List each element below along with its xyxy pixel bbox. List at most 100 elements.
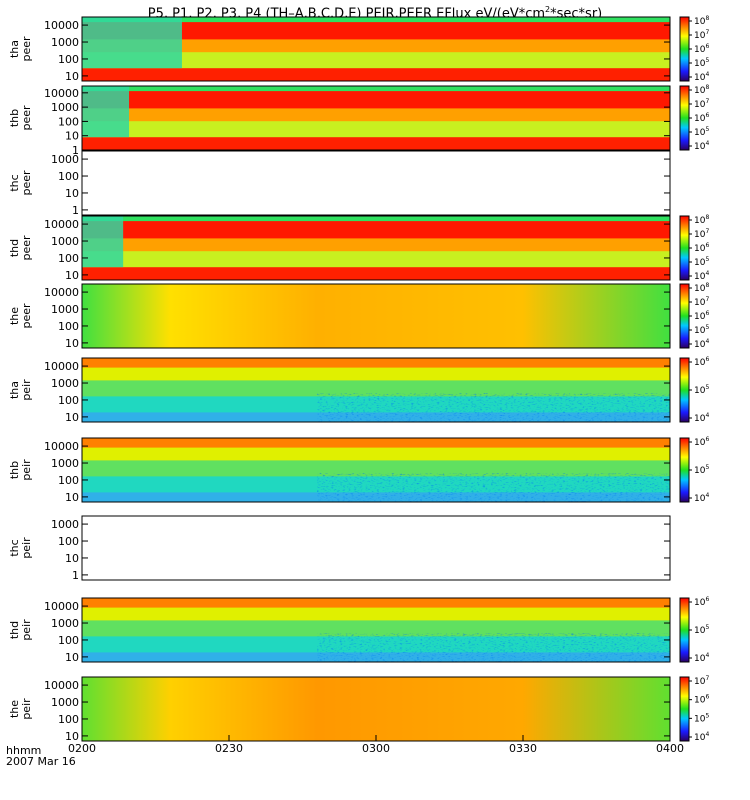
y-axis-label: the	[8, 700, 21, 718]
y-axis-label: thc	[8, 539, 21, 556]
spectrogram-band	[82, 438, 670, 449]
spectrogram-band	[82, 238, 670, 252]
y-tick-label: 10	[65, 552, 79, 565]
colorbar-tick-label: 107	[694, 296, 709, 308]
panel-the-peir: 10 100 1000 10000 the peir 107 106 105 104	[8, 675, 709, 743]
y-tick-label: 10	[65, 491, 79, 504]
colorbar	[679, 215, 690, 281]
colorbar-tick-label: 104	[694, 270, 709, 282]
spectrogram-band	[82, 267, 670, 281]
colorbar-tick-label: 105	[694, 256, 709, 268]
colorbar-tick-label: 107	[694, 98, 709, 110]
colorbar-tick-label: 104	[694, 652, 709, 664]
colorbar-tick-label: 104	[694, 731, 709, 743]
panel-frame	[81, 515, 671, 581]
colorbar-tick-label: 105	[694, 712, 709, 724]
y-tick-label: 10	[65, 130, 79, 143]
panel-frame	[81, 85, 671, 151]
x-tick-label: 0330	[509, 742, 537, 755]
colorbar-tick-label: 104	[694, 71, 709, 83]
colorbar	[679, 597, 690, 663]
y-tick-label: 1000	[51, 457, 79, 470]
y-tick-label: 10	[65, 70, 79, 83]
panel-frame	[81, 437, 671, 503]
y-tick-label: 1000	[51, 303, 79, 316]
x-tick-label: 0200	[68, 742, 96, 755]
y-axis-label: peer	[20, 170, 33, 196]
spectrogram-band	[82, 91, 670, 109]
colorbar-tick-label: 105	[694, 624, 709, 636]
y-tick-label: 1	[72, 569, 79, 582]
time-axis-label: hhmm	[6, 744, 42, 757]
y-tick-label: 100	[58, 713, 79, 726]
y-axis-label: thb	[8, 109, 21, 127]
panel-frame	[81, 16, 671, 82]
colorbar-tick-label: 106	[694, 436, 709, 448]
y-tick-label: 10000	[44, 600, 79, 613]
spectrogram-band	[82, 598, 670, 609]
colorbar-tick-label: 105	[694, 324, 709, 336]
colorbar-tick-label: 106	[694, 43, 709, 55]
y-axis-label: tha	[8, 381, 21, 399]
y-axis-label: the	[8, 307, 21, 325]
y-tick-label: 10	[65, 651, 79, 664]
colorbar-tick-label: 108	[694, 214, 709, 226]
y-axis-label: peer	[20, 303, 33, 329]
y-tick-label: 1000	[51, 153, 79, 166]
y-tick-label: 10000	[44, 286, 79, 299]
panel-tha-peir: 10 100 1000 10000 tha peir 106 105 104	[8, 356, 709, 424]
y-axis-label: thb	[8, 461, 21, 479]
colorbar-tick-label: 106	[694, 694, 709, 706]
spectrogram-fill	[82, 677, 670, 741]
colorbar-tick-label: 104	[694, 412, 709, 424]
spectrogram-band	[82, 380, 670, 397]
y-tick-label: 100	[58, 394, 79, 407]
spectrogram-band	[82, 121, 670, 138]
y-axis-label: thd	[8, 621, 21, 639]
spectrogram-band	[82, 86, 670, 92]
y-axis-label: peer	[20, 36, 33, 62]
y-tick-label: 1000	[51, 377, 79, 390]
y-tick-label: 10	[65, 337, 79, 350]
noise-region	[317, 393, 670, 422]
spectrogram-band	[82, 620, 670, 637]
y-tick-label: 10	[65, 269, 79, 282]
panel-thc-peer: 1 10 100 1000 thc peer	[8, 150, 671, 217]
x-tick-label: 0230	[215, 742, 243, 755]
y-tick-label: 1000	[51, 36, 79, 49]
colorbar-tick-label: 106	[694, 242, 709, 254]
colorbar-tick-label: 107	[694, 675, 709, 687]
panel-frame	[81, 283, 671, 349]
colorbar	[679, 283, 690, 349]
pre-onset-region	[82, 86, 130, 138]
y-axis-label: peir	[20, 698, 33, 720]
y-tick-label: 1000	[51, 518, 79, 531]
y-tick-label: 10000	[44, 19, 79, 32]
colorbar-tick-label: 105	[694, 126, 709, 138]
y-tick-label: 100	[58, 634, 79, 647]
colorbar	[679, 676, 690, 742]
spectrogram-band	[82, 216, 670, 222]
spectrogram-band	[82, 52, 670, 69]
colorbar-tick-label: 106	[694, 310, 709, 322]
noise-region	[317, 633, 670, 662]
panel-thd-peir: 10 100 1000 10000 thd peir 106 105 104	[8, 596, 709, 664]
y-tick-label: 10000	[44, 360, 79, 373]
y-tick-label: 1000	[51, 101, 79, 114]
colorbar-tick-label: 107	[694, 228, 709, 240]
y-tick-label: 100	[58, 252, 79, 265]
spectrogram-band	[82, 68, 670, 82]
date-label: 2007 Mar 16	[6, 755, 76, 768]
x-tick-label: 0400	[656, 742, 684, 755]
spectrogram-band	[82, 607, 670, 621]
panel-the-peer: 10 100 1000 10000 the peer 108 107 106 105 104	[8, 282, 709, 350]
colorbar	[679, 16, 690, 82]
y-axis-label: thd	[8, 239, 21, 257]
colorbar-tick-label: 108	[694, 84, 709, 96]
y-axis-label: peir	[20, 379, 33, 401]
colorbar-tick-label: 105	[694, 57, 709, 69]
colorbar	[679, 85, 690, 151]
x-tick-label: 0300	[362, 742, 390, 755]
y-axis-label: peir	[20, 459, 33, 481]
